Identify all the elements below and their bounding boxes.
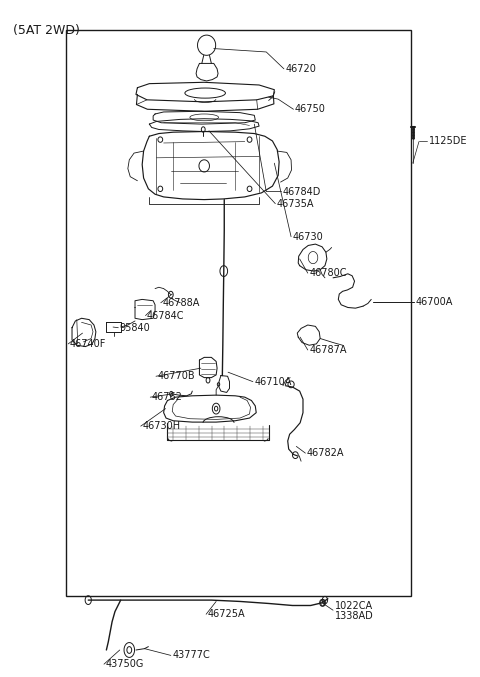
- Text: 46762: 46762: [152, 392, 182, 402]
- Text: 46782A: 46782A: [307, 448, 344, 458]
- Text: 46770B: 46770B: [157, 371, 195, 381]
- Text: 1125DE: 1125DE: [429, 136, 467, 146]
- Text: 46750: 46750: [295, 104, 326, 114]
- Text: 43750G: 43750G: [106, 659, 144, 669]
- Text: 46735A: 46735A: [277, 198, 314, 209]
- Text: 95840: 95840: [120, 323, 151, 332]
- Text: 46700A: 46700A: [416, 297, 453, 307]
- Bar: [66, 30, 411, 596]
- Text: 46725A: 46725A: [207, 609, 245, 619]
- Text: 46780C: 46780C: [309, 268, 347, 278]
- Text: 46710A: 46710A: [254, 376, 292, 387]
- Text: 46788A: 46788A: [162, 298, 200, 308]
- Text: 46720: 46720: [285, 64, 316, 74]
- Text: 46730: 46730: [292, 232, 323, 242]
- Text: 1022CA: 1022CA: [335, 601, 372, 611]
- Text: 46787A: 46787A: [309, 345, 347, 355]
- Text: 1338AD: 1338AD: [335, 611, 373, 621]
- Text: 46730H: 46730H: [142, 421, 180, 431]
- Text: 46784C: 46784C: [147, 311, 184, 321]
- Text: 43777C: 43777C: [172, 651, 210, 660]
- Text: 46784D: 46784D: [283, 187, 321, 196]
- Text: 46740F: 46740F: [70, 339, 106, 349]
- Text: (5AT 2WD): (5AT 2WD): [13, 24, 80, 37]
